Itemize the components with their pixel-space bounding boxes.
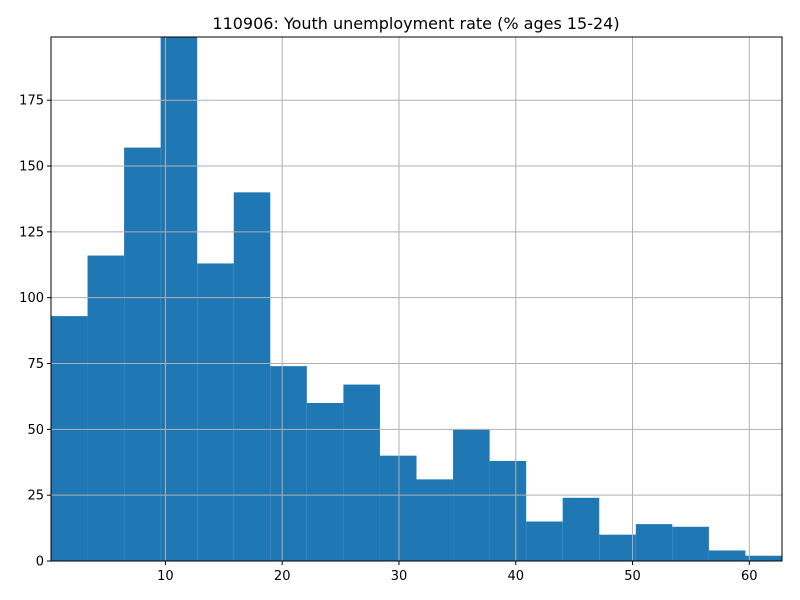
histogram-bar-0	[51, 316, 88, 561]
histogram-bar-5	[233, 192, 271, 561]
histogram-bar-3	[160, 37, 198, 561]
y-tick-label: 75	[27, 357, 44, 372]
histogram-bar-16	[635, 524, 673, 561]
histogram-bar-13	[526, 521, 563, 561]
y-tick-label: 100	[19, 291, 44, 306]
histogram-bar-4	[197, 263, 234, 561]
y-tick-label: 0	[36, 555, 44, 570]
histogram-bar-9	[379, 455, 417, 561]
histogram-bar-1	[87, 255, 125, 561]
y-tick-label: 150	[19, 160, 44, 175]
y-tick-label: 125	[19, 225, 44, 240]
x-tick-label: 60	[741, 569, 758, 584]
histogram-bar-2	[124, 147, 161, 562]
grid-lines	[51, 37, 782, 562]
histogram-bar-7	[306, 403, 344, 561]
histogram-bars	[51, 37, 782, 562]
y-tick-label: 25	[27, 489, 44, 504]
histogram-bar-12	[489, 460, 527, 561]
chart-title: 110906: Youth unemployment rate (% ages …	[212, 14, 619, 33]
histogram-bar-10	[416, 479, 454, 561]
y-axis: 0 25 50 75 100 125 150 175	[19, 94, 51, 570]
x-axis: 10 20 30 40 50 60	[157, 561, 758, 584]
histogram-bar-8	[343, 384, 380, 561]
x-tick-label: 50	[624, 569, 641, 584]
histogram-bar-19	[745, 555, 782, 561]
plot-frame	[50, 36, 783, 562]
histogram-bar-6	[270, 366, 307, 561]
x-tick-label: 20	[274, 569, 291, 584]
histogram-bar-15	[599, 534, 636, 561]
histogram-bar-17	[672, 526, 709, 561]
x-tick-label: 10	[157, 569, 174, 584]
y-tick-label: 50	[27, 423, 44, 438]
y-tick-label: 175	[19, 94, 44, 109]
x-tick-label: 30	[391, 569, 408, 584]
x-tick-label: 40	[507, 569, 524, 584]
histogram-bar-14	[562, 497, 600, 561]
histogram-bar-18	[708, 550, 746, 561]
